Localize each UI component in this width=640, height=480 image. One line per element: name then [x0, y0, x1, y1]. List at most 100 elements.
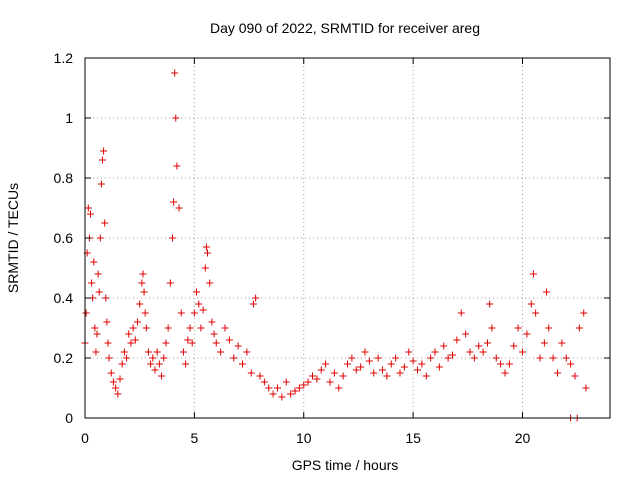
data-point — [190, 309, 198, 317]
y-tick-label: 0.2 — [54, 350, 74, 366]
data-point — [199, 306, 207, 314]
data-point — [265, 384, 273, 392]
data-point — [147, 360, 155, 368]
data-point — [173, 162, 181, 170]
data-point — [409, 357, 417, 365]
data-point — [418, 360, 426, 368]
data-point — [256, 372, 264, 380]
chart-title: Day 090 of 2022, SRMTID for receiver are… — [210, 20, 480, 36]
grid — [85, 58, 610, 418]
data-point — [175, 204, 183, 212]
data-point — [188, 339, 196, 347]
data-point — [486, 300, 494, 308]
data-point — [453, 336, 461, 344]
data-point — [112, 384, 120, 392]
data-point — [151, 366, 159, 374]
data-point — [140, 288, 148, 296]
data-point — [532, 309, 540, 317]
data-point — [580, 309, 588, 317]
data-point — [131, 336, 139, 344]
data-point — [93, 330, 101, 338]
data-point — [427, 354, 435, 362]
data-point — [545, 324, 553, 332]
data-point — [100, 147, 108, 155]
data-point — [304, 378, 312, 386]
data-point — [204, 249, 211, 257]
data-point — [84, 204, 92, 212]
data-point — [129, 324, 137, 332]
y-tick-label: 0 — [65, 410, 73, 426]
data-point — [400, 363, 408, 371]
y-tick-label: 1.2 — [54, 50, 74, 66]
data-point — [536, 354, 544, 362]
data-point — [291, 387, 299, 395]
data-point — [352, 366, 360, 374]
data-point — [82, 309, 90, 317]
data-point — [170, 198, 178, 206]
data-point — [230, 354, 238, 362]
data-point — [172, 114, 180, 122]
data-point — [562, 354, 570, 362]
data-point — [202, 243, 210, 251]
data-point — [208, 318, 216, 326]
data-point — [326, 378, 334, 386]
data-point — [210, 330, 218, 338]
x-tick-label: 15 — [405, 430, 421, 446]
data-point — [97, 180, 105, 188]
data-point — [155, 360, 163, 368]
data-point — [422, 372, 430, 380]
data-point — [166, 279, 174, 287]
data-point — [492, 354, 500, 362]
data-point — [101, 219, 109, 227]
y-tick-label: 0.8 — [54, 170, 74, 186]
data-point — [134, 318, 141, 326]
data-point — [488, 324, 496, 332]
data-point — [392, 354, 400, 362]
data-point — [475, 342, 483, 350]
data-point — [383, 372, 391, 380]
data-point — [125, 330, 133, 338]
data-point — [309, 372, 316, 380]
data-point — [90, 258, 98, 266]
data-point — [575, 324, 583, 332]
data-point — [365, 357, 373, 365]
data-point — [103, 318, 111, 326]
data-point — [330, 369, 338, 377]
data-point — [186, 324, 194, 332]
x-tick-label: 0 — [81, 430, 89, 446]
data-point — [543, 288, 551, 296]
data-point — [414, 366, 421, 374]
data-point — [193, 288, 201, 296]
data-point — [96, 234, 104, 242]
data-point — [523, 330, 531, 338]
data-point — [510, 342, 518, 350]
axis-ticks: 0 0.2 0.4 0.6 0.8 1 1.2 0 5 10 15 20 — [54, 50, 610, 446]
data-point — [457, 309, 465, 317]
data-point — [160, 354, 168, 362]
data-point — [274, 384, 281, 392]
y-tick-label: 0.6 — [54, 230, 74, 246]
data-point — [127, 339, 135, 347]
data-point — [138, 279, 146, 287]
data-point — [184, 336, 192, 344]
data-point — [217, 348, 225, 356]
data-point — [335, 384, 343, 392]
data-point — [177, 309, 185, 317]
data-point — [225, 336, 233, 344]
data-point — [540, 339, 548, 347]
data-point — [444, 354, 452, 362]
x-tick-label: 5 — [190, 430, 198, 446]
data-point — [361, 348, 369, 356]
data-point — [582, 384, 590, 392]
data-point — [497, 360, 505, 368]
data-point — [201, 264, 209, 272]
data-point — [431, 348, 439, 356]
y-axis-label: SRMTID / TECUs — [5, 183, 21, 293]
data-point — [339, 372, 347, 380]
data-point — [501, 369, 509, 377]
data-point — [99, 156, 106, 164]
data-point — [370, 369, 378, 377]
data-point — [396, 369, 404, 377]
data-point — [182, 360, 190, 368]
